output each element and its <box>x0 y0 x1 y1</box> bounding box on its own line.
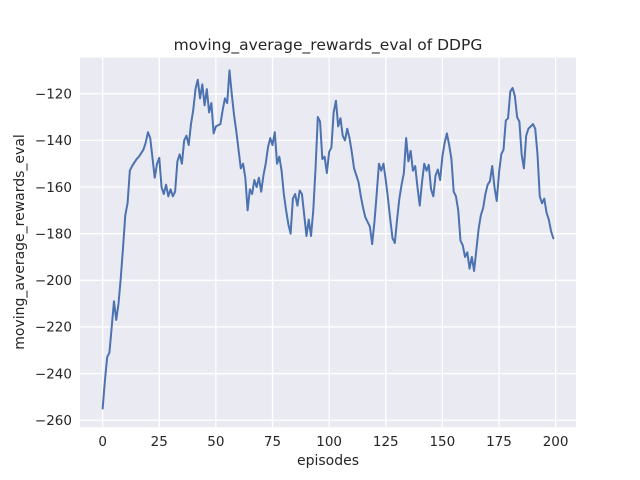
y-tick-label: −200 <box>35 273 72 289</box>
grid-lines <box>80 57 576 428</box>
x-tick-label: 150 <box>429 434 455 450</box>
x-tick-label: 125 <box>373 434 399 450</box>
y-tick-labels: −120 −140 −160 −180 −200 −220 −240 −260 <box>35 87 72 429</box>
y-tick-label: −160 <box>35 180 72 196</box>
x-tick-label: 75 <box>264 434 281 450</box>
x-tick-label: 0 <box>98 434 107 450</box>
x-tick-label: 25 <box>151 434 168 450</box>
x-tick-label: 50 <box>207 434 224 450</box>
y-tick-label: −220 <box>35 320 72 336</box>
reward-line <box>101 69 555 410</box>
y-tick-label: −120 <box>35 87 72 103</box>
plot-area <box>80 57 576 428</box>
x-axis-label: episodes <box>297 453 359 469</box>
x-tick-label: 100 <box>316 434 342 450</box>
chart-title: moving_average_rewards_eval of DDPG <box>174 36 483 55</box>
y-axis-label: moving_average_rewards_eval <box>12 134 28 350</box>
x-tick-label: 175 <box>486 434 512 450</box>
y-tick-label: −260 <box>35 413 72 429</box>
y-tick-label: −180 <box>35 226 72 242</box>
x-tick-label: 200 <box>543 434 569 450</box>
y-tick-label: −240 <box>35 366 72 382</box>
y-tick-label: −140 <box>35 133 72 149</box>
x-tick-labels: 0 25 50 75 100 125 150 175 200 <box>98 434 568 450</box>
